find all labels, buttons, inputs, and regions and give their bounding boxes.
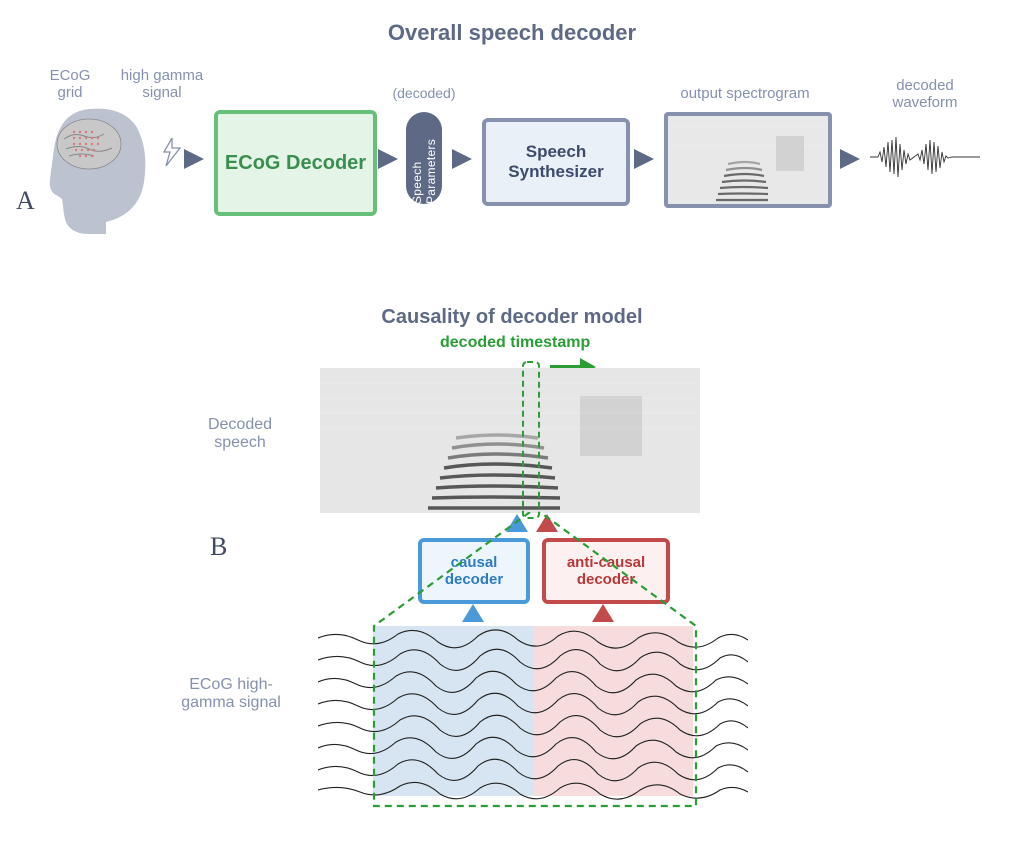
panel-a-title: Overall speech decoder [20,20,1004,46]
ecog-decoder-box: ECoG Decoder [214,110,377,216]
panel-a: Overall speech decoder A [20,20,1004,276]
arrow-icon [452,149,474,174]
ecog-decoder-text: ECoG Decoder [225,152,366,175]
panel-b-letter: B [210,532,227,562]
waveform-icon [870,132,980,187]
output-spectro-label: output spectrogram [660,86,830,103]
signal-bolt-icon [160,138,184,171]
decoded-timestamp-text: decoded timestamp [440,334,590,351]
panel-a-letter: A [16,186,35,216]
decoded-speech-text: Decoded speech [208,416,272,451]
panel-b: Causality of decoder model decoded times… [20,306,1004,836]
arrow-icon [184,149,206,174]
high-gamma-text: high gamma signal [121,67,204,101]
arrow-icon [378,149,400,174]
ecog-grid-text: ECoG grid [50,67,91,101]
speech-synth-text: Speech Synthesizer [486,142,626,182]
dashed-bracket [368,512,702,819]
output-spectrogram [664,112,832,208]
decoded-spectrogram [320,368,700,513]
decoded-label: (decoded) [384,86,464,101]
high-gamma-label: high gamma signal [112,68,212,101]
timestamp-marker [521,356,541,526]
arrow-icon [840,149,862,174]
panel-a-flow: A ECoG grid [20,56,1004,276]
decoded-timestamp: decoded timestamp [440,334,590,352]
decoded-speech-label: Decoded speech [180,416,300,451]
ecog-signal-text: ECoG high-gamma signal [181,676,281,711]
ecog-grid-label: ECoG grid [40,68,100,101]
ecog-signal-label: ECoG high-gamma signal [166,676,296,711]
speech-params-pill: Speech Parameters [406,112,442,204]
decoded-waveform-label: decoded waveform [870,78,980,111]
head-diagram [44,104,164,249]
speech-synth-box: Speech Synthesizer [482,118,630,206]
panel-b-title: Causality of decoder model [20,306,1004,329]
speech-params-text: Speech Parameters [410,112,438,204]
arrow-icon [634,149,656,174]
